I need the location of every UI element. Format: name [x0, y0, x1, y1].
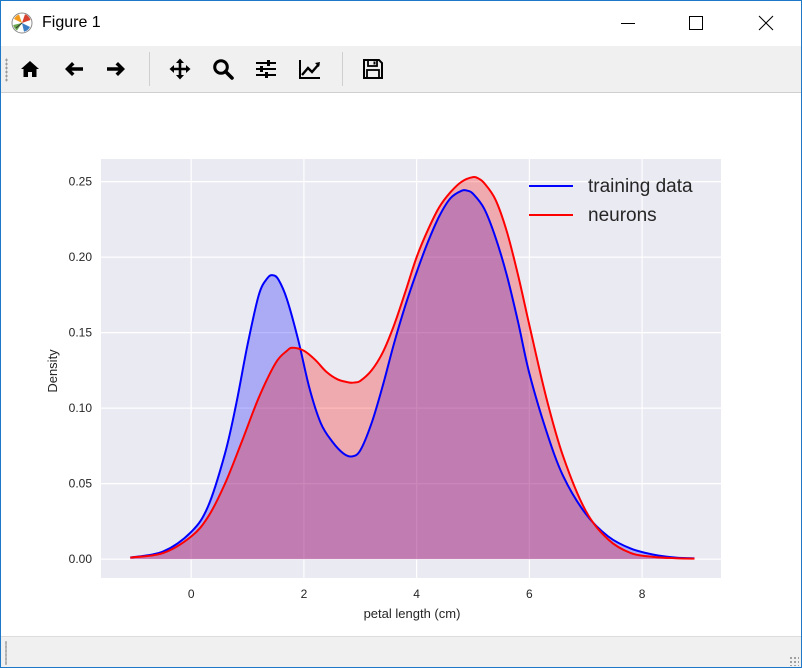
- home-button[interactable]: [15, 54, 45, 84]
- y-tick-label: 0.00: [69, 552, 93, 566]
- home-icon: [21, 61, 39, 77]
- y-tick-label: 0.25: [69, 175, 93, 189]
- matplotlib-logo-icon: [11, 12, 33, 34]
- zoom-button[interactable]: [208, 54, 238, 84]
- close-button[interactable]: [743, 1, 789, 46]
- toolbar-separator: [342, 52, 343, 86]
- density-line-neurons: [130, 175, 695, 560]
- subplots-button[interactable]: [251, 54, 281, 84]
- x-tick-label: 0: [188, 587, 195, 601]
- density-line-training: [130, 189, 695, 560]
- pan-button[interactable]: [165, 54, 195, 84]
- minimize-icon: [621, 23, 635, 24]
- maximize-button[interactable]: [673, 1, 719, 46]
- title-bar: Figure 1: [1, 1, 801, 46]
- kde-chart[interactable]: 0 2 4 6 8 0.00 0.05 0.10 0.15 0.20 0.25 petal leng…: [1, 93, 801, 636]
- edit-axis-button[interactable]: [295, 54, 325, 84]
- back-arrow-icon: [65, 62, 83, 76]
- x-tick-label: 4: [413, 587, 420, 601]
- forward-arrow-icon: [107, 62, 125, 76]
- legend-label-training: training data: [588, 176, 693, 197]
- y-axis-label: Density: [45, 349, 60, 393]
- close-icon: [758, 15, 774, 31]
- legend: training data neurons: [529, 176, 693, 226]
- toolbar-separator: [149, 52, 150, 86]
- figure-canvas[interactable]: 0 2 4 6 8 0.00 0.05 0.10 0.15 0.20 0.25 petal leng…: [1, 93, 801, 636]
- toolbar-grip[interactable]: [5, 58, 8, 82]
- back-button[interactable]: [59, 54, 89, 84]
- x-axis-label: petal length (cm): [364, 606, 461, 621]
- status-grip: [5, 641, 7, 665]
- zoom-icon: [213, 59, 234, 80]
- x-tick-label: 8: [639, 587, 646, 601]
- subplots-icon: [256, 60, 276, 78]
- axes-background: [101, 159, 721, 578]
- y-tick-label: 0.10: [69, 401, 93, 415]
- status-bar: [1, 636, 801, 667]
- y-tick-label: 0.20: [69, 250, 93, 264]
- window-title: Figure 1: [42, 14, 101, 31]
- maximize-icon: [689, 16, 703, 30]
- x-tick-label: 2: [301, 587, 308, 601]
- y-tick-label: 0.05: [69, 477, 93, 491]
- area-fill-neurons: [130, 176, 695, 560]
- navigation-toolbar: [1, 46, 801, 93]
- minimize-button[interactable]: [605, 1, 651, 46]
- save-icon: [363, 59, 383, 79]
- y-tick-label: 0.15: [69, 326, 93, 340]
- edit-axis-icon: [299, 60, 320, 79]
- resize-grip-icon[interactable]: [789, 656, 799, 666]
- pan-icon: [169, 58, 191, 80]
- forward-button[interactable]: [101, 54, 131, 84]
- save-button[interactable]: [358, 54, 388, 84]
- legend-label-neurons: neurons: [588, 205, 657, 226]
- x-tick-label: 6: [526, 587, 533, 601]
- area-fill-training: [130, 190, 695, 560]
